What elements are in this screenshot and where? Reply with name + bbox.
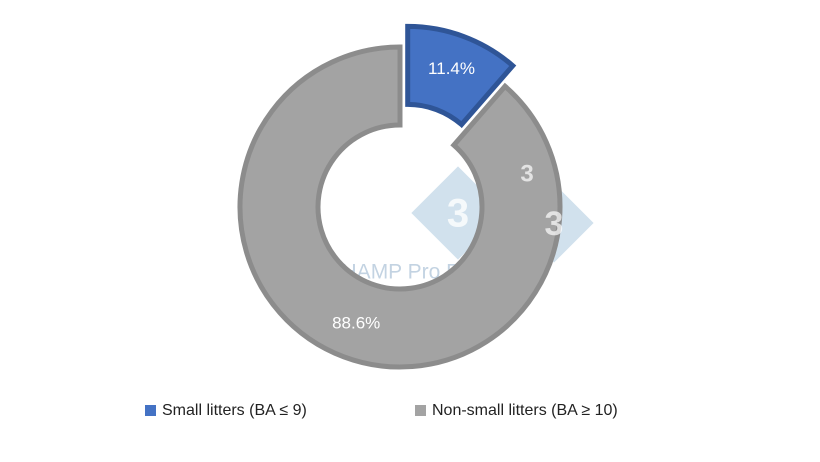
legend-label: Small litters (BA ≤ 9) <box>162 402 307 419</box>
logo-glyph: 3 <box>545 205 564 243</box>
logo-glyph: 3 <box>447 192 469 236</box>
legend-label: Non-small litters (BA ≥ 10) <box>432 402 618 419</box>
value-label: 88.6% <box>332 314 380 333</box>
logo-glyphs: 3 3 3 <box>447 160 564 243</box>
legend-swatch <box>415 405 426 416</box>
legend-swatch <box>145 405 156 416</box>
value-label: 11.4% <box>428 59 475 78</box>
donut-slice <box>405 23 517 129</box>
donut: 11.4% 88.6% <box>237 23 563 370</box>
donut-slice <box>237 44 563 370</box>
legend: Small litters (BA ≤ 9) Non-small litters … <box>145 402 618 419</box>
logo-glyph: 3 <box>520 160 533 187</box>
